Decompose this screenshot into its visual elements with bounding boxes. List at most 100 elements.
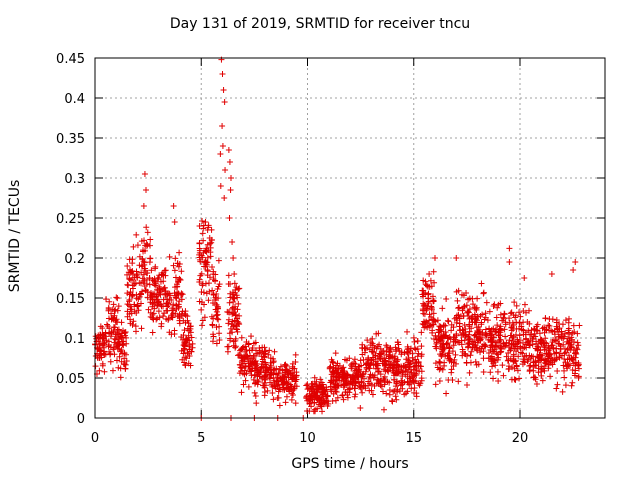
data-point — [288, 396, 295, 403]
data-point — [227, 337, 234, 344]
data-point — [377, 351, 384, 358]
data-point — [172, 292, 179, 299]
data-point — [534, 327, 541, 334]
data-point — [456, 315, 463, 322]
data-point — [139, 288, 146, 295]
data-point — [235, 320, 242, 327]
data-point — [376, 350, 383, 357]
data-point — [199, 217, 206, 224]
data-point — [518, 326, 525, 333]
data-point — [511, 299, 518, 306]
data-point — [529, 341, 536, 348]
data-point — [265, 351, 272, 358]
data-point — [158, 271, 165, 278]
data-point — [122, 351, 129, 358]
data-point — [383, 390, 390, 397]
data-point — [209, 338, 216, 345]
data-point — [440, 322, 447, 329]
y-tick-label: 0.05 — [56, 372, 85, 387]
data-point — [524, 358, 531, 365]
data-point — [202, 219, 209, 225]
y-tick-label: 0.35 — [56, 132, 85, 147]
data-point — [557, 350, 564, 357]
data-point — [361, 349, 368, 356]
data-point — [275, 381, 282, 388]
data-point — [469, 301, 476, 308]
data-point — [196, 247, 203, 254]
data-point — [471, 339, 478, 346]
data-point — [112, 336, 119, 343]
data-point — [156, 314, 163, 321]
data-point — [204, 268, 211, 275]
data-point — [465, 340, 472, 347]
data-point — [430, 268, 437, 275]
data-point — [162, 272, 169, 279]
data-point — [455, 287, 462, 294]
data-point — [516, 375, 523, 382]
data-point — [382, 357, 389, 364]
data-point — [543, 350, 550, 357]
data-point — [221, 99, 228, 105]
data-point — [212, 278, 219, 285]
data-point — [171, 327, 178, 334]
data-point — [252, 362, 259, 369]
data-point — [271, 348, 278, 355]
data-point — [374, 368, 381, 375]
data-point — [569, 330, 576, 337]
data-point — [411, 389, 418, 396]
data-point — [478, 319, 485, 326]
data-point — [453, 332, 460, 339]
data-point — [141, 171, 148, 177]
data-point — [361, 382, 368, 389]
data-point — [400, 367, 407, 374]
y-tick-label: 0.45 — [56, 52, 85, 67]
data-point — [230, 299, 237, 305]
data-point — [503, 339, 510, 346]
data-point — [494, 322, 501, 329]
data-point — [132, 328, 139, 335]
data-point — [546, 315, 553, 322]
data-point — [467, 352, 474, 359]
data-point — [103, 321, 110, 328]
data-point — [359, 344, 366, 351]
data-point — [312, 393, 319, 400]
data-point — [180, 350, 187, 357]
data-point — [439, 340, 446, 347]
data-point — [366, 373, 373, 380]
data-point — [122, 361, 129, 368]
data-point — [466, 315, 473, 322]
data-point — [477, 349, 484, 356]
data-point — [437, 337, 444, 344]
data-point — [476, 335, 483, 342]
data-point — [219, 71, 226, 77]
data-point — [176, 298, 183, 305]
data-point — [540, 365, 547, 372]
data-point — [539, 377, 546, 384]
data-point — [508, 327, 515, 334]
data-point — [455, 311, 462, 318]
data-point — [150, 310, 157, 317]
data-point — [282, 361, 289, 368]
data-point — [180, 317, 187, 324]
data-point — [480, 290, 487, 297]
data-point — [124, 290, 131, 297]
data-point — [122, 328, 129, 335]
data-point — [273, 370, 280, 377]
data-point — [408, 369, 415, 376]
data-point — [449, 376, 456, 383]
y-tick-label: 0.1 — [64, 332, 85, 347]
data-point — [364, 337, 371, 344]
data-point — [217, 151, 224, 157]
data-point — [209, 287, 216, 294]
data-point — [418, 368, 425, 375]
y-tick-label: 0 — [77, 412, 85, 427]
data-point — [133, 231, 140, 238]
data-point — [404, 328, 411, 335]
data-point — [355, 369, 362, 376]
data-point — [110, 301, 117, 308]
data-point — [429, 321, 436, 328]
data-point — [261, 353, 268, 360]
data-point — [491, 301, 498, 308]
data-point — [518, 323, 525, 330]
